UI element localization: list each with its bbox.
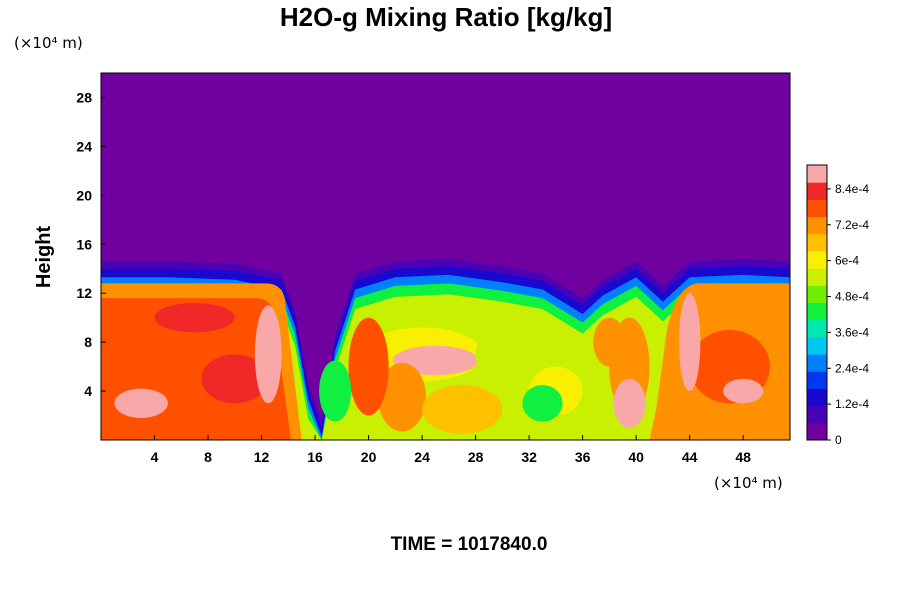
- moisture-blob: [254, 305, 282, 404]
- y-tick-label: 24: [76, 138, 92, 154]
- colorbar-swatch: [807, 405, 827, 424]
- moisture-blob: [201, 354, 269, 404]
- colorbar-swatch: [807, 165, 827, 183]
- moisture-blob: [613, 378, 646, 428]
- y-tick-label: 28: [76, 89, 92, 105]
- x-tick-label: 20: [361, 449, 377, 465]
- moisture-blob: [593, 317, 626, 367]
- y-tick-label: 20: [76, 187, 92, 203]
- x-tick-label: 36: [575, 449, 591, 465]
- y-axis-label: Height: [33, 226, 55, 289]
- colorbar-tick-label: 0: [835, 433, 842, 447]
- plot-frame: [100, 72, 791, 441]
- x-tick-label: 28: [468, 449, 484, 465]
- y-tick-label: 16: [76, 236, 92, 252]
- colorbar-tick-label: 1.2e-4: [835, 397, 869, 411]
- colorbar-swatch: [807, 216, 827, 235]
- moisture-blob: [678, 293, 701, 392]
- colorbar-swatch: [807, 233, 827, 252]
- time-label: TIME = 1017840.0: [391, 534, 548, 555]
- chart-title: H2O-g Mixing Ratio [kg/kg]: [280, 2, 612, 32]
- colorbar-swatch: [807, 268, 827, 286]
- colorbar-swatch: [807, 371, 827, 389]
- moisture-blob: [422, 384, 503, 434]
- colorbar-swatch: [807, 319, 827, 338]
- colorbar-tick-label: 3.6e-4: [835, 325, 869, 339]
- moisture-blob: [319, 360, 352, 422]
- colorbar: [806, 164, 828, 441]
- colorbar-swatch: [807, 250, 827, 269]
- colorbar-swatch: [807, 302, 827, 321]
- x-tick-label: 32: [521, 449, 537, 465]
- moisture-blob: [154, 302, 235, 333]
- moisture-blob: [723, 378, 764, 404]
- x-ticks: 4 8 12 16 20 24 28 32 36 40 44 48: [151, 435, 751, 465]
- colorbar-tick-label: 7.2e-4: [835, 218, 869, 232]
- colorbar-swatch: [807, 388, 827, 407]
- colorbar-frame: [806, 164, 828, 441]
- y-tick-label: 4: [84, 383, 92, 399]
- y-unit-label: (×10⁴ m): [14, 34, 83, 52]
- x-tick-label: 48: [735, 449, 751, 465]
- x-tick-label: 12: [254, 449, 270, 465]
- x-unit-label: (×10⁴ m): [714, 474, 783, 492]
- colorbar-swatch: [807, 422, 827, 441]
- colorbar-tick-label: 8.4e-4: [835, 182, 869, 196]
- x-tick-label: 44: [682, 449, 698, 465]
- y-tick-label: 12: [76, 285, 92, 301]
- colorbar-swatch: [807, 285, 827, 303]
- x-tick-label: 40: [628, 449, 644, 465]
- colorbar-swatch: [807, 336, 827, 355]
- colorbar-ticks: 0 1.2e-4 2.4e-4 3.6e-4 4.8e-4 6e-4 7.2e-4 8.4e-…: [827, 182, 869, 447]
- colorbar-tick-label: 6e-4: [835, 254, 859, 268]
- x-tick-label: 8: [204, 449, 212, 465]
- colorbar-tick-label: 4.8e-4: [835, 290, 869, 304]
- x-tick-label: 16: [307, 449, 323, 465]
- colorbar-swatch: [807, 199, 827, 218]
- field-layers: [101, 258, 790, 440]
- moisture-blob: [377, 362, 427, 432]
- moisture-blob: [348, 317, 389, 416]
- y-ticks: 4 8 12 16 20 24 28: [76, 89, 106, 399]
- moisture-blob: [522, 384, 563, 422]
- x-tick-label: 24: [414, 449, 430, 465]
- x-tick-label: 4: [151, 449, 159, 465]
- colorbar-swatch: [807, 354, 827, 372]
- y-tick-label: 8: [84, 334, 92, 350]
- colorbar-tick-label: 2.4e-4: [835, 361, 869, 375]
- colorbar-swatch: [807, 182, 827, 200]
- plot-area: [100, 72, 791, 441]
- moisture-blob: [475, 323, 530, 385]
- moisture-blob: [114, 388, 168, 418]
